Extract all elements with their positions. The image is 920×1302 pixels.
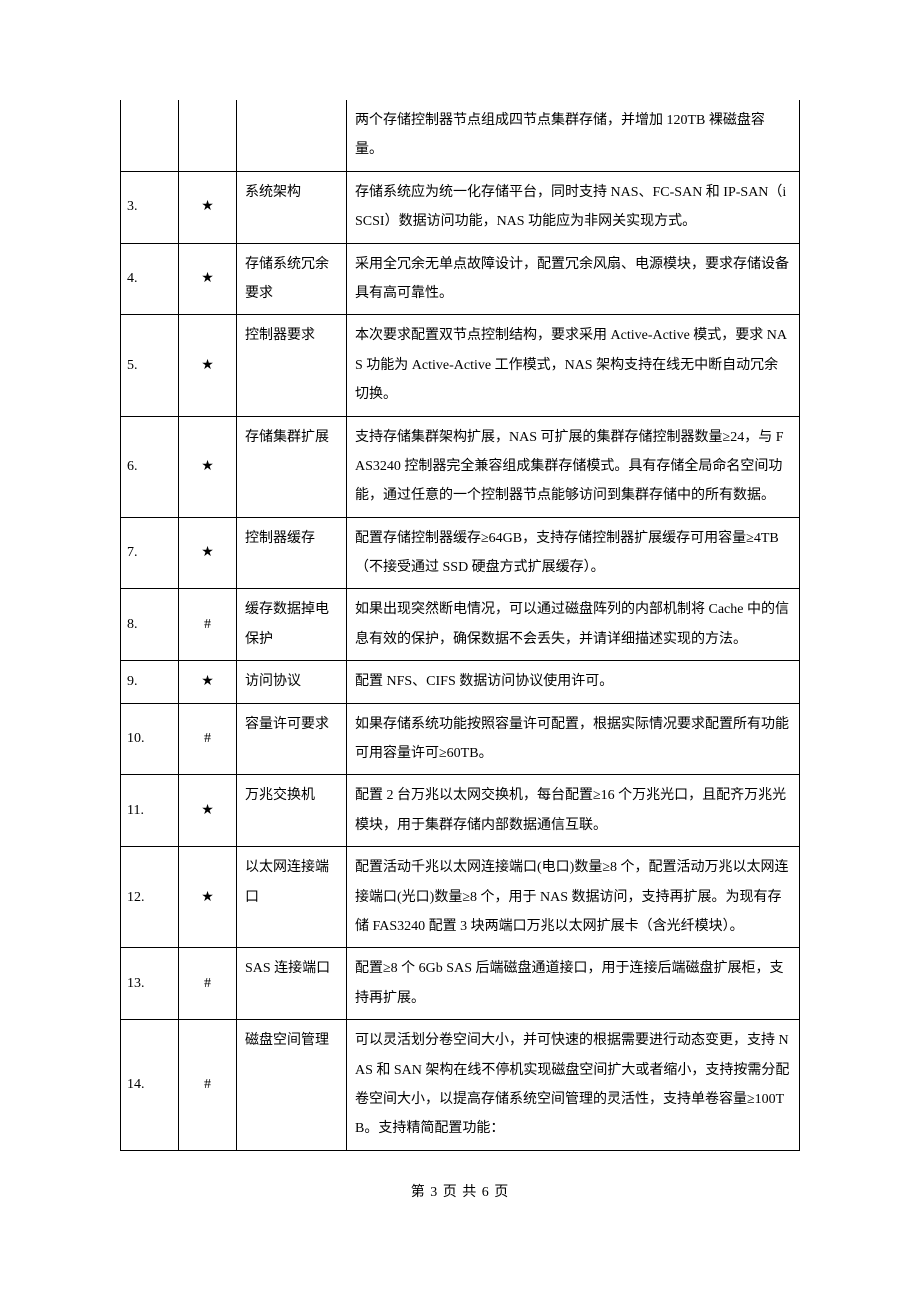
row-name: 系统架构: [237, 171, 347, 243]
row-mark: #: [179, 1020, 237, 1151]
row-desc: 配置存储控制器缓存≥64GB，支持存储控制器扩展缓存可用容量≥4TB（不接受通过…: [347, 517, 800, 589]
row-mark: #: [179, 948, 237, 1020]
row-mark: ★: [179, 315, 237, 416]
row-number: 9.: [121, 661, 179, 703]
row-desc: 支持存储集群架构扩展，NAS 可扩展的集群存储控制器数量≥24，与 FAS324…: [347, 416, 800, 517]
table-row: 8. # 缓存数据掉电保护 如果出现突然断电情况，可以通过磁盘阵列的内部机制将 …: [121, 589, 800, 661]
row-desc: 存储系统应为统一化存储平台，同时支持 NAS、FC-SAN 和 IP-SAN（i…: [347, 171, 800, 243]
row-number: 4.: [121, 243, 179, 315]
row-mark: #: [179, 589, 237, 661]
row-name: 控制器要求: [237, 315, 347, 416]
spec-table: 两个存储控制器节点组成四节点集群存储，并增加 120TB 裸磁盘容量。 3. ★…: [120, 100, 800, 1151]
row-name: 访问协议: [237, 661, 347, 703]
row-desc: 本次要求配置双节点控制结构，要求采用 Active-Active 模式，要求 N…: [347, 315, 800, 416]
row-name: [237, 100, 347, 171]
page-footer: 第 3 页 共 6 页: [120, 1181, 800, 1201]
row-mark: ★: [179, 416, 237, 517]
row-number: 14.: [121, 1020, 179, 1151]
row-mark: #: [179, 703, 237, 775]
row-name: 缓存数据掉电保护: [237, 589, 347, 661]
row-desc: 如果出现突然断电情况，可以通过磁盘阵列的内部机制将 Cache 中的信息有效的保…: [347, 589, 800, 661]
row-mark: [179, 100, 237, 171]
table-row: 11. ★ 万兆交换机 配置 2 台万兆以太网交换机，每台配置≥16 个万兆光口…: [121, 775, 800, 847]
table-row: 5. ★ 控制器要求 本次要求配置双节点控制结构，要求采用 Active-Act…: [121, 315, 800, 416]
row-name: 存储集群扩展: [237, 416, 347, 517]
row-number: 6.: [121, 416, 179, 517]
row-number: 12.: [121, 847, 179, 948]
table-row: 9. ★ 访问协议 配置 NFS、CIFS 数据访问协议使用许可。: [121, 661, 800, 703]
row-mark: ★: [179, 243, 237, 315]
row-number: 13.: [121, 948, 179, 1020]
row-desc: 配置 2 台万兆以太网交换机，每台配置≥16 个万兆光口，且配齐万兆光模块，用于…: [347, 775, 800, 847]
table-row: 10. # 容量许可要求 如果存储系统功能按照容量许可配置，根据实际情况要求配置…: [121, 703, 800, 775]
row-desc: 如果存储系统功能按照容量许可配置，根据实际情况要求配置所有功能可用容量许可≥60…: [347, 703, 800, 775]
table-row: 14. # 磁盘空间管理 可以灵活划分卷空间大小，并可快速的根据需要进行动态变更…: [121, 1020, 800, 1151]
row-mark: ★: [179, 171, 237, 243]
row-desc: 两个存储控制器节点组成四节点集群存储，并增加 120TB 裸磁盘容量。: [347, 100, 800, 171]
table-row: 4. ★ 存储系统冗余要求 采用全冗余无单点故障设计，配置冗余风扇、电源模块，要…: [121, 243, 800, 315]
row-number: [121, 100, 179, 171]
table-row: 6. ★ 存储集群扩展 支持存储集群架构扩展，NAS 可扩展的集群存储控制器数量…: [121, 416, 800, 517]
row-desc: 配置活动千兆以太网连接端口(电口)数量≥8 个，配置活动万兆以太网连接端口(光口…: [347, 847, 800, 948]
row-name: 容量许可要求: [237, 703, 347, 775]
spec-table-body: 两个存储控制器节点组成四节点集群存储，并增加 120TB 裸磁盘容量。 3. ★…: [121, 100, 800, 1150]
document-page: 两个存储控制器节点组成四节点集群存储，并增加 120TB 裸磁盘容量。 3. ★…: [0, 0, 920, 1302]
row-name: 以太网连接端口: [237, 847, 347, 948]
table-row: 7. ★ 控制器缓存 配置存储控制器缓存≥64GB，支持存储控制器扩展缓存可用容…: [121, 517, 800, 589]
row-number: 8.: [121, 589, 179, 661]
row-number: 11.: [121, 775, 179, 847]
table-row: 两个存储控制器节点组成四节点集群存储，并增加 120TB 裸磁盘容量。: [121, 100, 800, 171]
row-desc: 配置≥8 个 6Gb SAS 后端磁盘通道接口，用于连接后端磁盘扩展柜，支持再扩…: [347, 948, 800, 1020]
row-number: 7.: [121, 517, 179, 589]
row-number: 5.: [121, 315, 179, 416]
row-mark: ★: [179, 847, 237, 948]
row-mark: ★: [179, 517, 237, 589]
row-desc: 采用全冗余无单点故障设计，配置冗余风扇、电源模块，要求存储设备具有高可靠性。: [347, 243, 800, 315]
row-name: 控制器缓存: [237, 517, 347, 589]
row-name: 磁盘空间管理: [237, 1020, 347, 1151]
row-name: SAS 连接端口: [237, 948, 347, 1020]
row-mark: ★: [179, 661, 237, 703]
row-number: 10.: [121, 703, 179, 775]
row-name: 存储系统冗余要求: [237, 243, 347, 315]
table-row: 3. ★ 系统架构 存储系统应为统一化存储平台，同时支持 NAS、FC-SAN …: [121, 171, 800, 243]
row-desc: 可以灵活划分卷空间大小，并可快速的根据需要进行动态变更，支持 NAS 和 SAN…: [347, 1020, 800, 1151]
table-row: 13. # SAS 连接端口 配置≥8 个 6Gb SAS 后端磁盘通道接口，用…: [121, 948, 800, 1020]
row-name: 万兆交换机: [237, 775, 347, 847]
row-desc: 配置 NFS、CIFS 数据访问协议使用许可。: [347, 661, 800, 703]
row-number: 3.: [121, 171, 179, 243]
row-mark: ★: [179, 775, 237, 847]
table-row: 12. ★ 以太网连接端口 配置活动千兆以太网连接端口(电口)数量≥8 个，配置…: [121, 847, 800, 948]
